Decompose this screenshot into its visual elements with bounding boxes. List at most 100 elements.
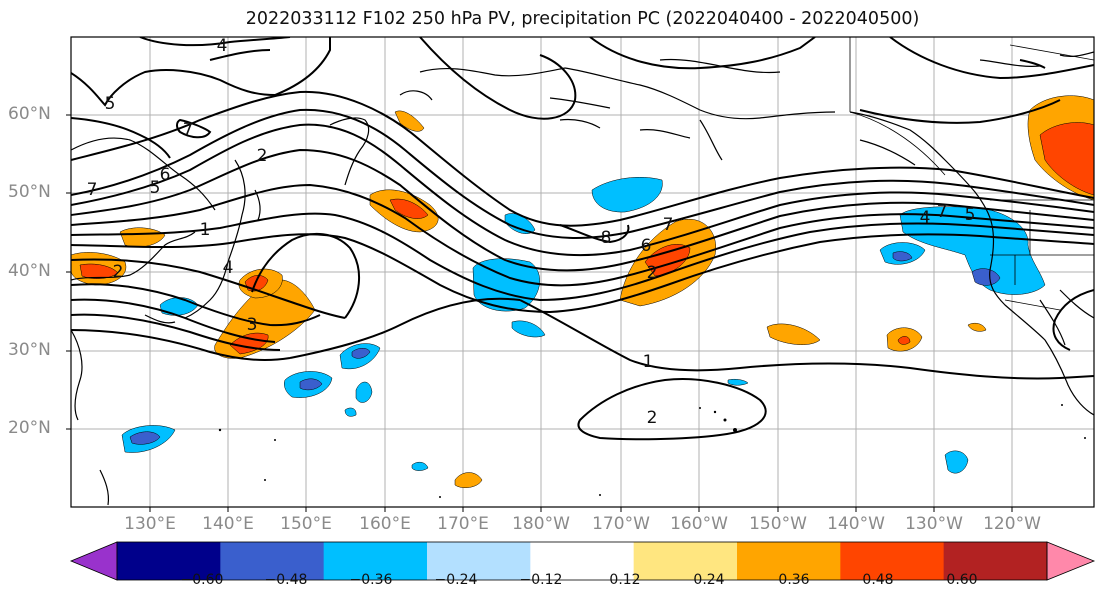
precip-region <box>389 198 429 219</box>
pv-contour <box>71 69 276 107</box>
coastline <box>859 139 916 166</box>
colorbar-tick-label: −0.60 <box>180 572 224 588</box>
island <box>733 428 737 432</box>
lat-label: 60°N <box>8 104 51 124</box>
pv-contour <box>71 212 1094 302</box>
island <box>1084 437 1086 439</box>
precip-region <box>119 227 166 248</box>
colorbar-tick-label: 0.60 <box>946 572 978 588</box>
pv-contour <box>71 90 1094 227</box>
chart-title: 2022033112 F102 250 hPa PV, precipitatio… <box>245 9 920 29</box>
precip-region <box>511 320 546 338</box>
lon-label: 130°E <box>124 514 176 534</box>
contour-label: 4 <box>920 208 931 228</box>
coastline <box>564 67 836 120</box>
lon-label: 130°W <box>905 514 963 534</box>
contour-label: 6 <box>160 165 171 185</box>
lon-label: 160°W <box>670 514 728 534</box>
island <box>723 418 727 422</box>
coastline <box>979 59 1041 67</box>
island <box>599 494 601 496</box>
coastline <box>699 119 723 161</box>
pv-contour <box>71 148 1094 272</box>
contour-label: 4 <box>223 258 234 278</box>
island <box>699 407 701 409</box>
contour-label: 1 <box>643 352 654 372</box>
coastline <box>184 159 246 319</box>
pv-contour <box>589 37 816 70</box>
islands <box>218 404 1086 498</box>
political-borders <box>849 37 1094 311</box>
precip-region <box>1039 122 1094 196</box>
coastline <box>989 224 1094 416</box>
coastline <box>254 189 261 221</box>
coastline <box>71 137 216 211</box>
precip-region <box>892 251 913 262</box>
contour-label: 4 <box>217 36 228 56</box>
border-line <box>1004 299 1061 311</box>
lat-lon-grid <box>71 37 1094 507</box>
island <box>1061 404 1063 406</box>
pv-contours <box>71 37 1094 441</box>
lon-label: 120°W <box>983 514 1041 534</box>
coastline <box>1059 51 1094 58</box>
pv-contour <box>71 233 1094 314</box>
colorbar-tick-label: −0.24 <box>434 572 478 588</box>
contour-label: 7 <box>663 215 674 235</box>
axis-ticks <box>66 114 1013 512</box>
pv-contour <box>1019 59 1046 69</box>
colorbar-tick-label: 0.36 <box>778 572 810 588</box>
precip-region <box>351 348 371 359</box>
contour-label: 8 <box>601 228 612 248</box>
precip-region <box>411 461 429 471</box>
pv-contour <box>519 299 1094 380</box>
precip-region <box>967 322 987 332</box>
pv-contour <box>251 232 361 319</box>
coastline <box>144 314 176 324</box>
island <box>439 496 441 498</box>
precip-region <box>897 336 911 345</box>
coastline <box>559 118 601 129</box>
coastline <box>849 111 993 226</box>
precip-region <box>504 213 536 234</box>
coastline <box>71 231 196 281</box>
contour-label: 5 <box>965 205 976 225</box>
pv-contour <box>71 108 1094 239</box>
precip-region <box>944 450 969 474</box>
lat-label: 20°N <box>8 418 51 438</box>
pv-contour <box>71 329 291 361</box>
coastline <box>549 97 611 109</box>
lat-label: 50°N <box>8 182 51 202</box>
contour-label: 2 <box>647 263 658 283</box>
pv-contour <box>71 123 1094 257</box>
pv-contour <box>289 297 521 359</box>
lon-label: 150°W <box>749 514 807 534</box>
colorbar-tick-label: 0.12 <box>609 572 641 588</box>
pv-contour <box>71 313 281 351</box>
precip-region <box>355 381 373 403</box>
pv-contour <box>559 224 630 244</box>
lon-label: 170°E <box>437 514 489 534</box>
pv-contour <box>859 99 1061 124</box>
precip-region <box>727 378 749 386</box>
coastline <box>419 67 566 77</box>
pv-contour <box>71 298 276 343</box>
precip-region <box>454 472 483 488</box>
colorbar-tick-label: −0.12 <box>519 572 563 588</box>
pv-contour <box>889 37 1094 80</box>
lon-label: 150°E <box>280 514 332 534</box>
island <box>218 428 222 432</box>
pv-contour <box>139 37 291 47</box>
lat-label: 40°N <box>8 261 51 281</box>
pv-contour <box>71 183 1094 287</box>
contour-label: 7 <box>937 202 948 222</box>
coastlines <box>71 51 1094 506</box>
contour-label: 7 <box>183 120 194 140</box>
pv-contour <box>1052 289 1094 351</box>
island <box>264 479 266 481</box>
coastline <box>399 90 433 101</box>
lat-label: 30°N <box>8 340 51 360</box>
lon-label: 140°E <box>202 514 254 534</box>
border-line <box>849 111 946 176</box>
